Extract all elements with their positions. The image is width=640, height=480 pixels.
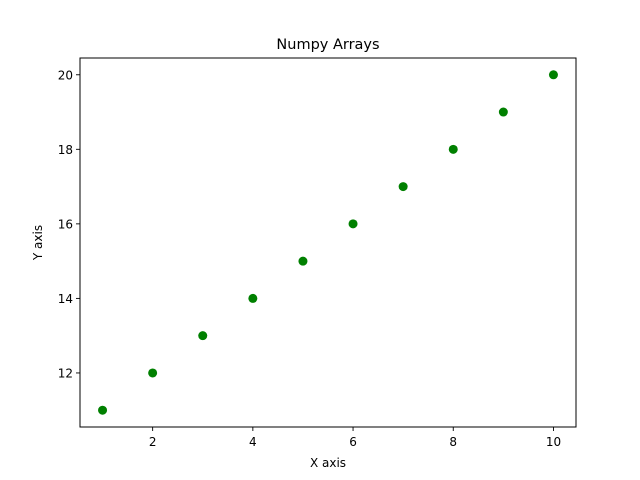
y-tick-label: 20 bbox=[58, 68, 73, 82]
data-point bbox=[98, 405, 108, 415]
data-point bbox=[448, 144, 458, 154]
chart-title: Numpy Arrays bbox=[276, 37, 379, 53]
axes-frame bbox=[79, 57, 577, 428]
y-tick-label: 16 bbox=[58, 217, 73, 231]
x-axis-ticks: 2 4 6 8 10 bbox=[149, 427, 561, 449]
x-tick-label: 2 bbox=[149, 435, 157, 449]
data-points bbox=[98, 70, 558, 415]
y-tick-label: 14 bbox=[58, 292, 73, 306]
data-point bbox=[198, 331, 208, 341]
x-axis-label: X axis bbox=[310, 456, 346, 470]
y-tick-label: 18 bbox=[58, 143, 73, 157]
y-tick-label: 12 bbox=[58, 366, 73, 380]
x-tick-label: 6 bbox=[349, 435, 357, 449]
y-axis-label: Y axis bbox=[31, 225, 45, 261]
data-point bbox=[148, 368, 158, 378]
x-tick-label: 10 bbox=[546, 435, 561, 449]
data-point bbox=[398, 182, 408, 192]
data-point bbox=[298, 256, 308, 266]
data-point bbox=[248, 293, 258, 303]
plot-area bbox=[80, 58, 576, 427]
data-point bbox=[548, 70, 558, 80]
y-axis-ticks: 12 14 16 18 20 bbox=[58, 68, 80, 380]
x-tick-label: 4 bbox=[249, 435, 257, 449]
data-point bbox=[348, 219, 358, 229]
data-point bbox=[498, 107, 508, 117]
x-tick-label: 8 bbox=[449, 435, 457, 449]
